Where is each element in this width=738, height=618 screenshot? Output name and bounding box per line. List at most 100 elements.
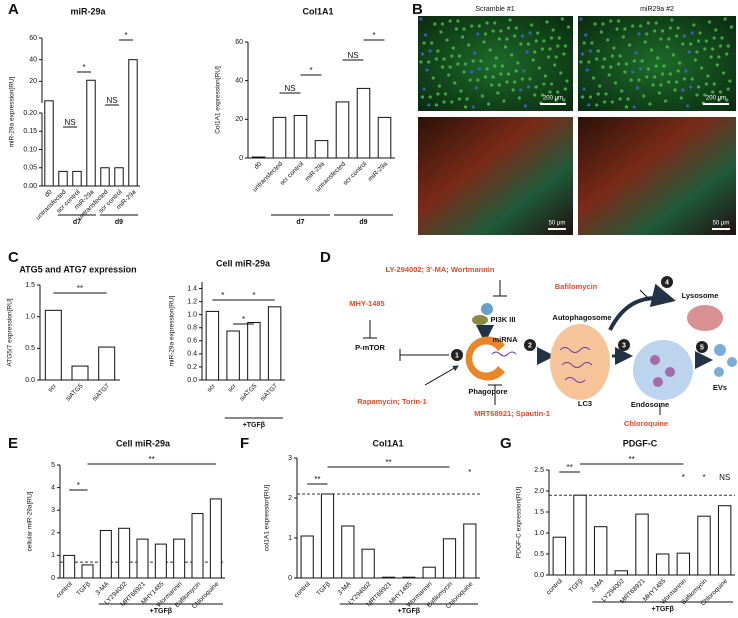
x-tick-label: TGFβ xyxy=(568,578,585,595)
image xyxy=(578,117,736,235)
scale-label: 50 μm xyxy=(713,221,730,227)
bar xyxy=(205,310,220,381)
group-label: d9 xyxy=(359,219,367,226)
cell xyxy=(534,39,538,43)
cell xyxy=(721,71,726,75)
cell xyxy=(470,70,474,74)
cell xyxy=(717,55,721,59)
cell xyxy=(545,20,549,24)
cell xyxy=(491,75,495,79)
cell xyxy=(676,69,680,73)
y-tick-label: 1 xyxy=(288,535,292,542)
x-tick-label: TGFβ xyxy=(75,581,92,598)
cell xyxy=(471,105,475,109)
cell xyxy=(670,18,674,22)
cell xyxy=(491,29,495,33)
cell xyxy=(471,59,475,63)
y-axis-label: col1A1 expression[RU] xyxy=(264,485,271,551)
cell xyxy=(494,56,498,60)
cell xyxy=(595,57,599,61)
cell xyxy=(679,96,683,100)
ev xyxy=(714,344,726,356)
cell xyxy=(696,85,701,89)
y-tick-label: 0.2 xyxy=(187,364,197,371)
cell xyxy=(454,27,458,31)
chart-title: Cell miR-29a xyxy=(116,438,171,448)
significance: * xyxy=(468,468,471,477)
cell xyxy=(646,21,650,25)
bar xyxy=(81,564,94,579)
y-tick-label: 20 xyxy=(235,116,243,123)
cell xyxy=(483,75,488,79)
significance: ** xyxy=(385,458,391,467)
bar xyxy=(320,493,335,579)
cell xyxy=(711,47,715,51)
cell xyxy=(520,34,524,38)
vesicle xyxy=(665,367,675,377)
cell xyxy=(613,81,618,85)
y-tick-label: 1.5 xyxy=(25,282,35,289)
group-label: d9 xyxy=(115,219,123,226)
cell xyxy=(553,63,557,67)
step-badge xyxy=(696,341,708,353)
y-tick-label: 0.0 xyxy=(187,377,197,384)
cell xyxy=(442,100,446,104)
cell xyxy=(562,98,566,102)
cell xyxy=(671,53,676,57)
significance: ** xyxy=(314,475,320,484)
group-label: d7 xyxy=(296,219,304,226)
cell xyxy=(462,70,466,74)
cell xyxy=(700,66,704,70)
cell xyxy=(502,99,506,103)
arrow xyxy=(424,365,459,386)
bar xyxy=(635,513,649,576)
cell xyxy=(598,84,602,88)
diagram-label: Lysosome xyxy=(682,291,719,300)
cell xyxy=(662,64,666,68)
cell xyxy=(664,99,668,103)
cell xyxy=(528,31,532,35)
cell xyxy=(654,21,658,25)
cell xyxy=(450,54,454,58)
significance: * xyxy=(221,291,224,300)
y-tick-label: 40 xyxy=(235,78,243,85)
bar xyxy=(676,552,691,576)
cell xyxy=(698,31,702,35)
chart-title: Cell miR-29a xyxy=(216,258,271,268)
y-axis-label: miR-29a expression[RU] xyxy=(9,76,16,147)
cell xyxy=(479,59,483,63)
cell xyxy=(485,21,489,25)
cell xyxy=(646,67,650,71)
cell xyxy=(656,56,660,60)
diagram-label: miRNA xyxy=(492,335,518,344)
vesicle xyxy=(653,377,663,387)
cell xyxy=(665,45,669,49)
y-tick-label: 0 xyxy=(51,575,55,582)
cell xyxy=(690,31,694,35)
cell xyxy=(596,92,600,96)
bar xyxy=(58,170,68,187)
cell xyxy=(649,48,654,52)
cell xyxy=(643,40,647,44)
y-tick-label: 2.5 xyxy=(534,467,544,474)
cell xyxy=(685,104,690,108)
diagram-label: Phagopore xyxy=(468,387,507,396)
cell xyxy=(689,42,693,46)
cell xyxy=(725,98,729,102)
significance: * xyxy=(77,481,80,490)
significance: * xyxy=(702,473,705,482)
cell xyxy=(554,55,558,59)
cell xyxy=(522,69,526,73)
cell xyxy=(687,50,691,54)
cell xyxy=(609,19,613,23)
cell xyxy=(540,93,544,97)
bar xyxy=(44,100,54,187)
cell xyxy=(516,61,520,65)
x-tick-label: control xyxy=(55,580,74,599)
cell xyxy=(546,55,551,59)
cell xyxy=(500,64,505,68)
cell xyxy=(673,88,677,92)
cell xyxy=(528,77,532,81)
x-tick-label: siATG5 xyxy=(65,382,85,402)
x-tick-label: d0 xyxy=(253,160,263,170)
